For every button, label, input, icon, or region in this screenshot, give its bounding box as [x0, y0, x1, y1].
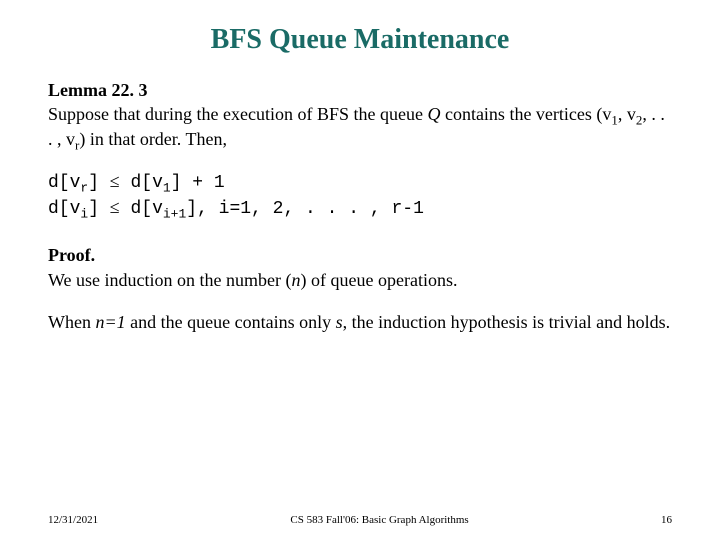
code-l1-sub2: 1 [163, 180, 171, 195]
footer-page: 16 [661, 514, 672, 526]
code-l1-c: d[v [120, 173, 163, 193]
proof-block: Proof. We use induction on the number (n… [48, 243, 672, 292]
slide-footer: 12/31/2021 CS 583 Fall'06: Basic Graph A… [0, 514, 720, 526]
code-l2-a: d[v [48, 199, 80, 219]
code-l2-b: ] [88, 199, 110, 219]
lemma-block: Lemma 22. 3 Suppose that during the exec… [48, 78, 672, 151]
q-symbol: Q [427, 104, 440, 124]
code-block: d[vr] ≤ d[v1] + 1 d[vi] ≤ d[vi+1], i=1, … [48, 169, 672, 222]
slide-title: BFS Queue Maintenance [48, 24, 672, 56]
code-l2-d: ], i=1, 2, . . . , r-1 [186, 199, 424, 219]
suppose-text-post: ) in that order. Then, [79, 129, 227, 149]
proof-line-pre: We use induction on the number ( [48, 270, 292, 290]
leq-1: ≤ [110, 171, 120, 191]
when-post: , the induction hypothesis is trivial an… [343, 312, 670, 332]
when-block: When n=1 and the queue contains only s, … [48, 310, 672, 334]
proof-label: Proof. [48, 245, 95, 265]
footer-date: 12/31/2021 [48, 514, 98, 526]
code-l1-a: d[v [48, 173, 80, 193]
n-symbol: n [292, 270, 301, 290]
n-eq-1: n=1 [95, 312, 125, 332]
slide-body: Lemma 22. 3 Suppose that during the exec… [48, 78, 672, 334]
slide-container: BFS Queue Maintenance Lemma 22. 3 Suppos… [0, 0, 720, 540]
leq-2: ≤ [110, 197, 120, 217]
when-mid: and the queue contains only [126, 312, 336, 332]
code-l2-sub2: i+1 [163, 207, 186, 222]
lemma-label: Lemma 22. 3 [48, 80, 147, 100]
suppose-text-mid: contains the vertices (v [440, 104, 611, 124]
code-l2-c: d[v [120, 199, 163, 219]
proof-line-post: ) of queue operations. [301, 270, 458, 290]
comma-v-1: , v [618, 104, 636, 124]
s-symbol: s [336, 312, 343, 332]
suppose-text-pre: Suppose that during the execution of BFS… [48, 104, 427, 124]
code-l1-b: ] [88, 173, 110, 193]
footer-center: CS 583 Fall'06: Basic Graph Algorithms [290, 514, 468, 526]
code-l1-d: ] + 1 [171, 173, 225, 193]
when-pre: When [48, 312, 95, 332]
